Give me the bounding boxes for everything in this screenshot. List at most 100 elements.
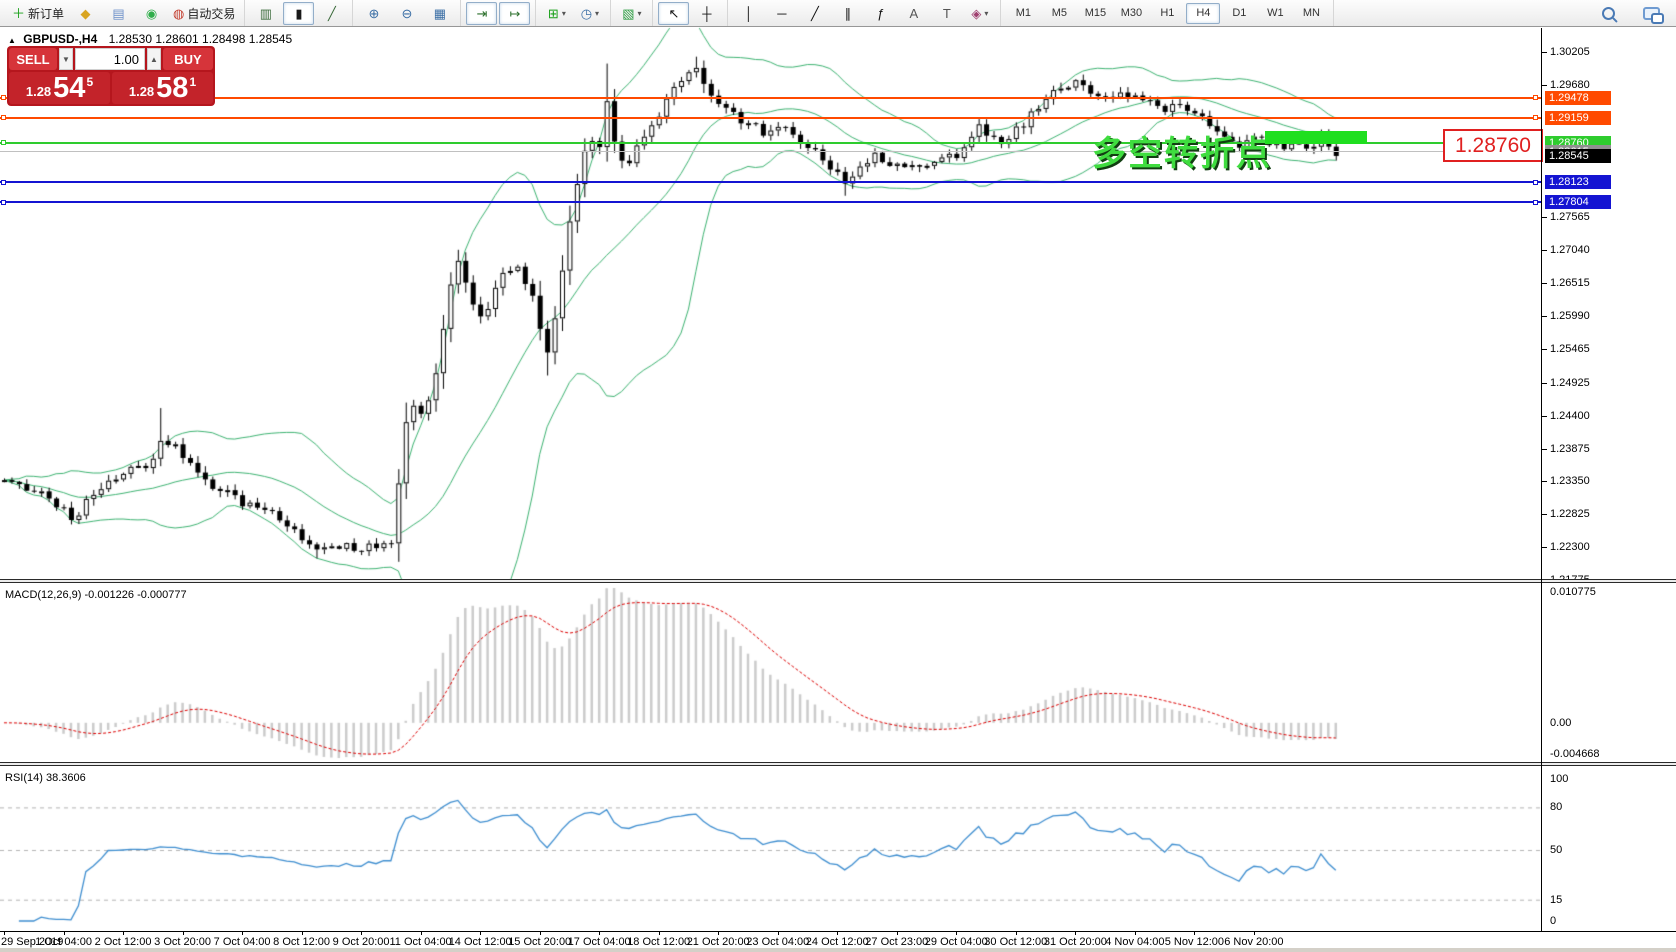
highlight-rectangle[interactable] [1265, 131, 1367, 144]
tf-d1[interactable]: D1 [1222, 3, 1256, 24]
price-line-tag-1.29478: 1.29478 [1545, 90, 1611, 105]
horizontal-line-1.28615[interactable] [0, 151, 1541, 153]
toolbar-right [1592, 2, 1676, 25]
horizontal-line-1.29478[interactable] [0, 96, 1541, 99]
price-line-tag-1.29159: 1.29159 [1545, 110, 1611, 125]
book-icon: ◆ [80, 5, 91, 21]
time-tick-label: 24 Oct 12:00 [805, 936, 869, 948]
auto-scroll-button[interactable]: ⇥ [466, 1, 498, 25]
buy-button[interactable]: BUY [163, 48, 213, 70]
line-handle[interactable] [1, 95, 6, 100]
equidistant-channel-button[interactable]: ∥ [832, 2, 863, 25]
autotrade-icon: ◍ [173, 5, 185, 21]
time-tick-label: 5 Nov 12:00 [1164, 936, 1225, 948]
horizontal-line-1.28123[interactable] [0, 181, 1541, 184]
horizontal-line-button[interactable]: ─ [766, 2, 797, 25]
tf-h1[interactable]: H1 [1150, 3, 1184, 24]
line-handle[interactable] [1533, 115, 1538, 120]
time-tick-label: 2 Oct 12:00 [94, 936, 152, 948]
vertical-line-button[interactable]: │ [733, 2, 764, 25]
collapse-icon[interactable]: ▲ [8, 36, 16, 45]
tf-m1-label: M1 [1015, 7, 1032, 19]
fibonacci-button[interactable]: ƒ [865, 2, 896, 25]
periods-button[interactable]: ◷ ▾ [574, 2, 605, 25]
volume-decrease-button[interactable]: ▼ [59, 48, 73, 70]
candlestick-chart-button[interactable]: ▮ [283, 1, 315, 25]
time-tick-label: 7 Oct 04:00 [213, 936, 271, 948]
time-tick [539, 931, 541, 935]
new-order-button[interactable]: ＋新订单 [8, 2, 68, 25]
text-button[interactable]: A [898, 2, 929, 25]
price-tick-label: 1.23350 [1550, 475, 1590, 488]
rsi-axis-50: 50 [1550, 844, 1563, 856]
line-handle[interactable] [1533, 199, 1538, 205]
time-tick [63, 931, 65, 935]
chevron-down-icon[interactable]: ▾ [595, 8, 600, 18]
tf-m5[interactable]: M5 [1042, 3, 1076, 24]
toolbar-group-trade: ＋新订单 ◆ ▤ ◉ ◍ 自动交易 [3, 0, 246, 26]
time-tick [4, 931, 5, 935]
zoom-in-button[interactable]: ⊕ [358, 2, 389, 25]
tf-mn[interactable]: MN [1294, 3, 1328, 24]
buy-price-panel[interactable]: 1.28 58 1 [112, 72, 213, 104]
text-label-button[interactable]: T [931, 2, 962, 25]
line-handle[interactable] [1, 115, 6, 120]
search-button[interactable] [1593, 2, 1624, 25]
zoom-out-button[interactable]: ⊖ [391, 2, 422, 25]
time-tick [1075, 931, 1077, 935]
volume-input[interactable] [75, 48, 145, 70]
horizontal-line-1.29159[interactable] [0, 116, 1541, 119]
volume-increase-button[interactable]: ▲ [147, 48, 161, 70]
data-window-button[interactable]: ▤ [103, 2, 134, 25]
chevron-down-icon[interactable]: ▾ [637, 8, 642, 18]
tf-m1[interactable]: M1 [1006, 3, 1040, 24]
sell-button[interactable]: SELL [9, 48, 57, 70]
price-callout-label[interactable]: 1.28760 [1443, 129, 1543, 162]
bar-chart-button[interactable]: ▥ [250, 2, 281, 25]
chat-button[interactable] [1636, 2, 1667, 25]
auto-trading-button[interactable]: ◍ 自动交易 [169, 2, 239, 25]
chart-shift-button[interactable]: ↦ [499, 1, 531, 25]
signals-button[interactable]: ◉ [136, 2, 167, 25]
sell-price-panel[interactable]: 1.28 54 5 [9, 72, 110, 104]
new-chart-button[interactable]: ⊞ ▾ [541, 2, 572, 25]
chevron-down-icon[interactable]: ▾ [984, 8, 989, 18]
line-handle[interactable] [1533, 179, 1538, 185]
arrows-button[interactable]: ◈ ▾ [964, 2, 995, 25]
history-center-button[interactable]: ◆ [70, 2, 101, 25]
search-icon [1602, 6, 1615, 20]
chart-annotation-text[interactable]: 多空转折点 [1092, 135, 1272, 173]
time-tick-label: 8 Oct 12:00 [273, 936, 331, 948]
pane-resizer-rsi[interactable] [0, 762, 1676, 766]
trendline-button[interactable]: ╱ [799, 2, 830, 25]
trendline-icon: ╱ [810, 5, 819, 21]
line-handle[interactable] [1, 179, 6, 185]
tile-windows-button[interactable]: ▦ [424, 2, 455, 25]
line-chart-button[interactable]: ╱ [316, 2, 347, 25]
indicators-button[interactable]: ▧ ▾ [616, 2, 647, 25]
tf-w1[interactable]: W1 [1258, 3, 1292, 24]
chat-icon [1643, 6, 1664, 24]
line-handle[interactable] [1, 199, 6, 205]
pane-resizer-macd[interactable] [0, 579, 1676, 583]
symbol-period-label: GBPUSD-,H4 [23, 32, 98, 46]
rsi-axis-15: 15 [1550, 893, 1563, 906]
line-handle[interactable] [1533, 95, 1538, 100]
status-strip [0, 948, 1676, 952]
cursor-button[interactable]: ↖ [658, 1, 690, 25]
chevron-down-icon[interactable]: ▾ [561, 8, 566, 18]
time-tick [896, 931, 898, 935]
tf-m30[interactable]: M30 [1114, 3, 1148, 24]
crosshair-button[interactable]: ┼ [691, 2, 722, 25]
tf-h4[interactable]: H4 [1186, 2, 1221, 24]
time-tick-label: 29 Oct 04:00 [924, 936, 988, 948]
horizontal-line-1.28760[interactable] [0, 141, 1541, 144]
line-handle[interactable] [1, 140, 6, 145]
horizontal-line-1.27804[interactable] [0, 201, 1541, 204]
price-tick [1542, 448, 1547, 450]
line-chart-icon: ╱ [327, 5, 336, 21]
tf-m15[interactable]: M15 [1078, 3, 1112, 24]
price-tick [1542, 250, 1547, 252]
